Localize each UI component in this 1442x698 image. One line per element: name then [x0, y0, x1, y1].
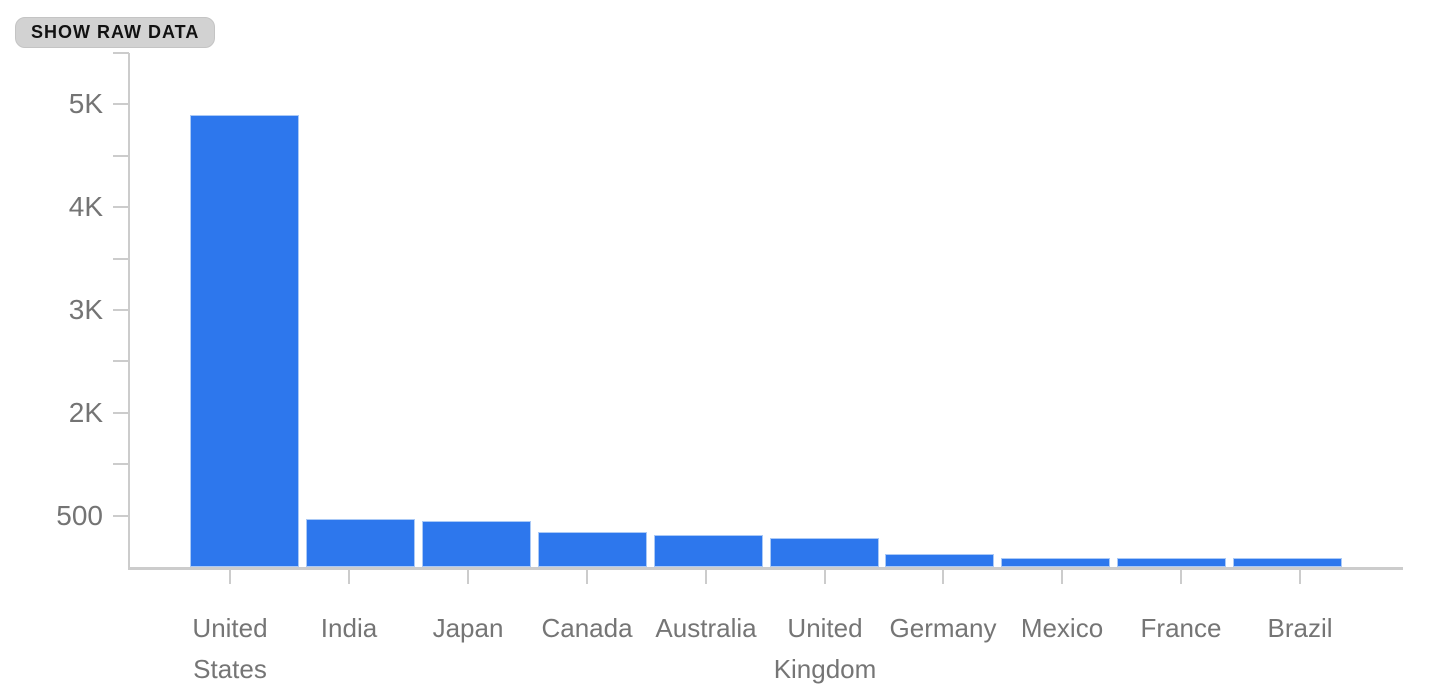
x-axis-tick — [705, 570, 707, 584]
category-label-japan: Japan — [432, 613, 504, 643]
x-axis-tick — [229, 570, 231, 584]
y-axis-tick-label: 5K — [68, 88, 103, 120]
y-axis-tick — [113, 154, 129, 157]
category-label-united-states: United States — [192, 613, 268, 684]
x-axis-tick — [586, 570, 588, 584]
y-axis-tick — [113, 309, 129, 311]
bar-mexico[interactable] — [1001, 558, 1110, 567]
y-axis-tick-label: 4K — [68, 191, 103, 223]
bar-united-kingdom[interactable] — [770, 538, 879, 567]
y-axis-tick-label: 2K — [68, 396, 103, 428]
x-axis-tick — [824, 570, 826, 584]
y-axis-tick — [113, 411, 129, 414]
y-axis-tick — [113, 463, 129, 466]
bar-japan[interactable] — [422, 521, 531, 567]
bar-france[interactable] — [1117, 558, 1226, 567]
y-axis-tick — [113, 257, 129, 260]
show-raw-data-button[interactable]: SHOW RAW DATA — [15, 17, 216, 48]
y-axis-tick-label: 3K — [68, 294, 103, 325]
y-axis-tick — [113, 103, 129, 106]
bar-india[interactable] — [306, 519, 415, 567]
category-label-india: India — [320, 613, 378, 643]
category-label-germany: Germany — [889, 613, 997, 643]
bar-canada[interactable] — [538, 532, 647, 567]
category-label-france: France — [1140, 613, 1222, 643]
x-axis-tick — [467, 570, 469, 584]
bar-brazil[interactable] — [1233, 558, 1342, 567]
x-axis-tick — [1061, 570, 1063, 584]
x-axis-line — [128, 567, 1403, 570]
category-label-canada: Canada — [541, 613, 633, 643]
y-axis-tick — [113, 360, 129, 363]
x-axis-tick — [348, 570, 350, 584]
x-axis-tick — [1180, 570, 1182, 584]
x-axis-tick — [942, 570, 944, 584]
bar-australia[interactable] — [654, 535, 763, 567]
y-axis-tick — [113, 52, 129, 54]
y-axis-tick-label: 500 — [56, 499, 103, 531]
y-axis-tick — [113, 514, 129, 517]
category-label-brazil: Brazil — [1267, 613, 1333, 643]
bar-united-states[interactable] — [190, 115, 299, 567]
x-axis-tick — [1299, 570, 1301, 584]
category-label-australia: Australia — [655, 613, 757, 643]
bar-germany[interactable] — [885, 554, 994, 567]
category-label-united-kingdom: United Kingdom — [773, 613, 877, 684]
y-axis-tick — [113, 206, 129, 209]
category-label-mexico: Mexico — [1020, 613, 1104, 643]
y-axis-line — [128, 53, 130, 569]
